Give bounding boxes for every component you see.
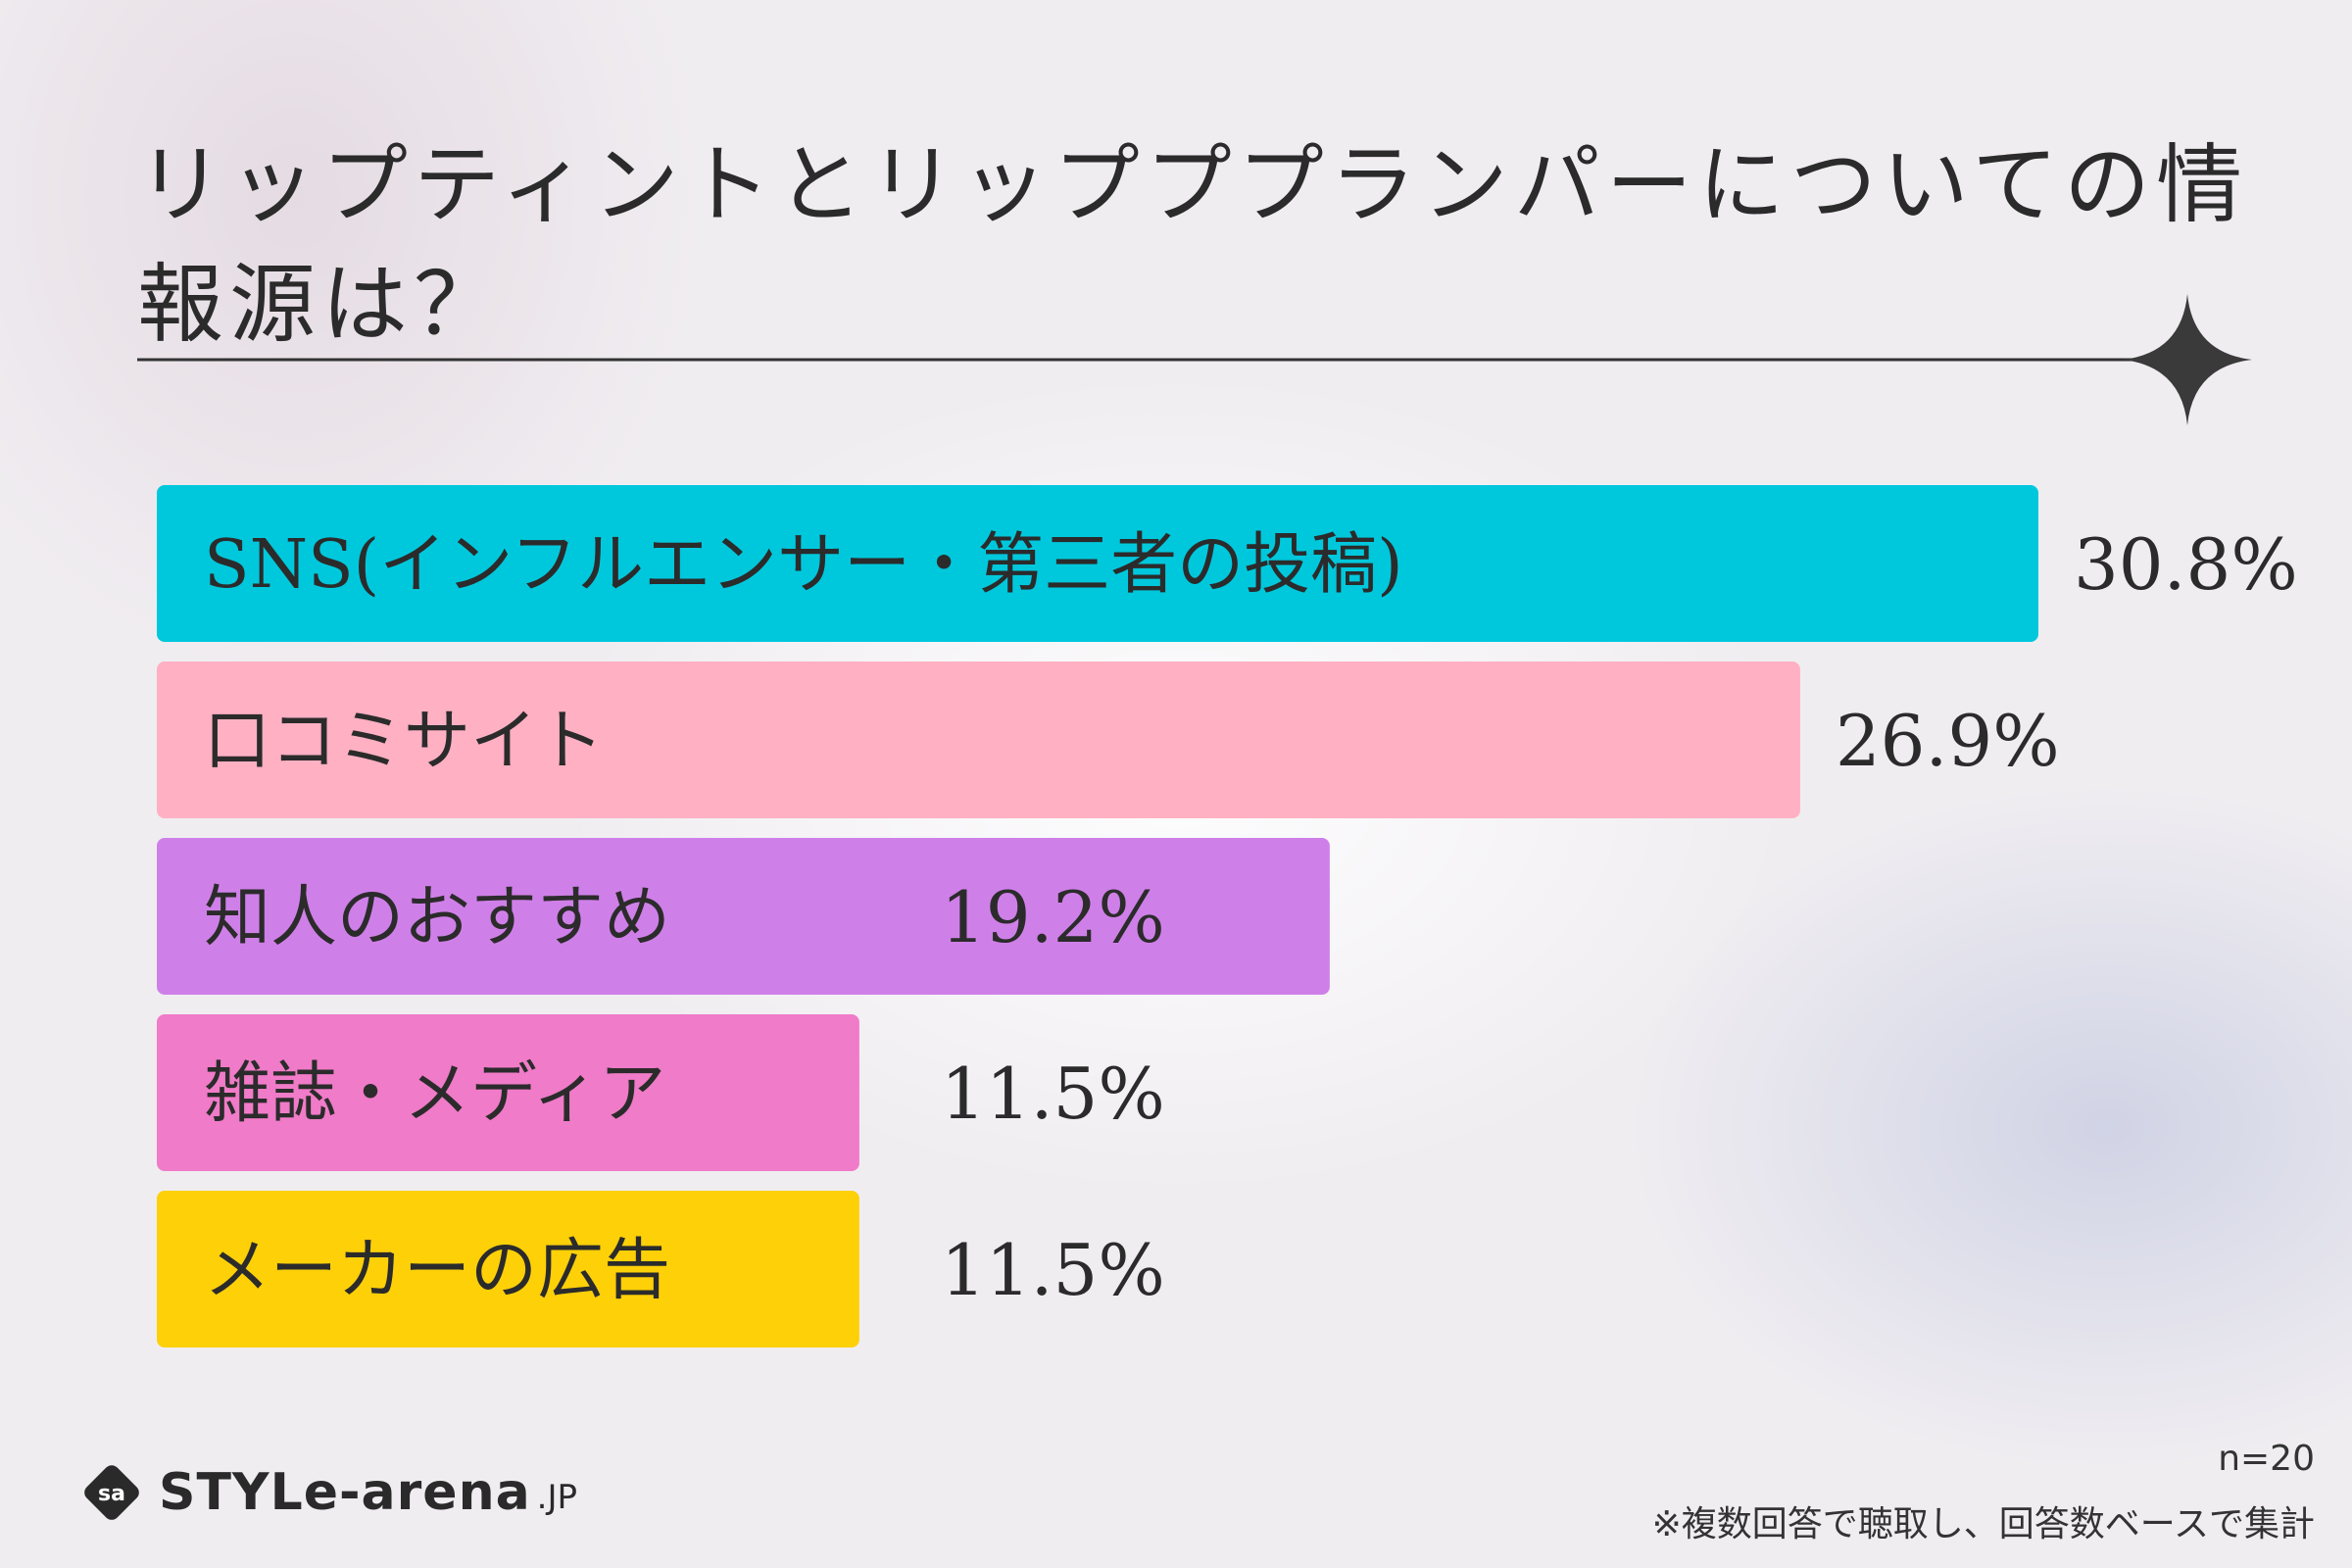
logo-text: STYLe-arena (159, 1463, 531, 1522)
category-label-0: SNS(インフルエンサー・第三者の投稿) (204, 526, 1403, 604)
category-label-2: 知人のおすすめ (204, 879, 670, 956)
value-label-1: 26.9% (1836, 700, 2060, 782)
sample-size: n=20 (2218, 1439, 2315, 1479)
logo-suffix: .JP (536, 1478, 578, 1517)
bar-4 (157, 1191, 859, 1348)
chart-title: リップティントとリップププランパーについての情報源は？ (137, 134, 2249, 355)
value-label-4: 11.5% (941, 1229, 1165, 1311)
value-label-2: 19.2% (941, 876, 1165, 958)
sparkle-icon (2123, 294, 2252, 425)
value-label-3: 11.5% (941, 1053, 1165, 1135)
svg-text:sa: sa (98, 1482, 125, 1506)
bar-3 (157, 1014, 859, 1171)
bar-0 (157, 485, 2038, 642)
bar-1 (157, 662, 1800, 818)
category-label-4: メーカーの広告 (204, 1232, 670, 1309)
category-label-1: 口コミサイト (204, 703, 604, 780)
bar-2 (157, 838, 1330, 995)
category-label-3: 雑誌・メディア (204, 1055, 665, 1133)
logo-mark-icon: sa (84, 1465, 139, 1520)
brand-logo: sa STYLe-arena .JP (80, 1455, 577, 1530)
footnote: ※複数回答で聴取し、回答数ベースで集計 (1651, 1504, 2315, 1544)
value-label-0: 30.8% (2074, 523, 2298, 606)
title-underline (137, 294, 2252, 425)
